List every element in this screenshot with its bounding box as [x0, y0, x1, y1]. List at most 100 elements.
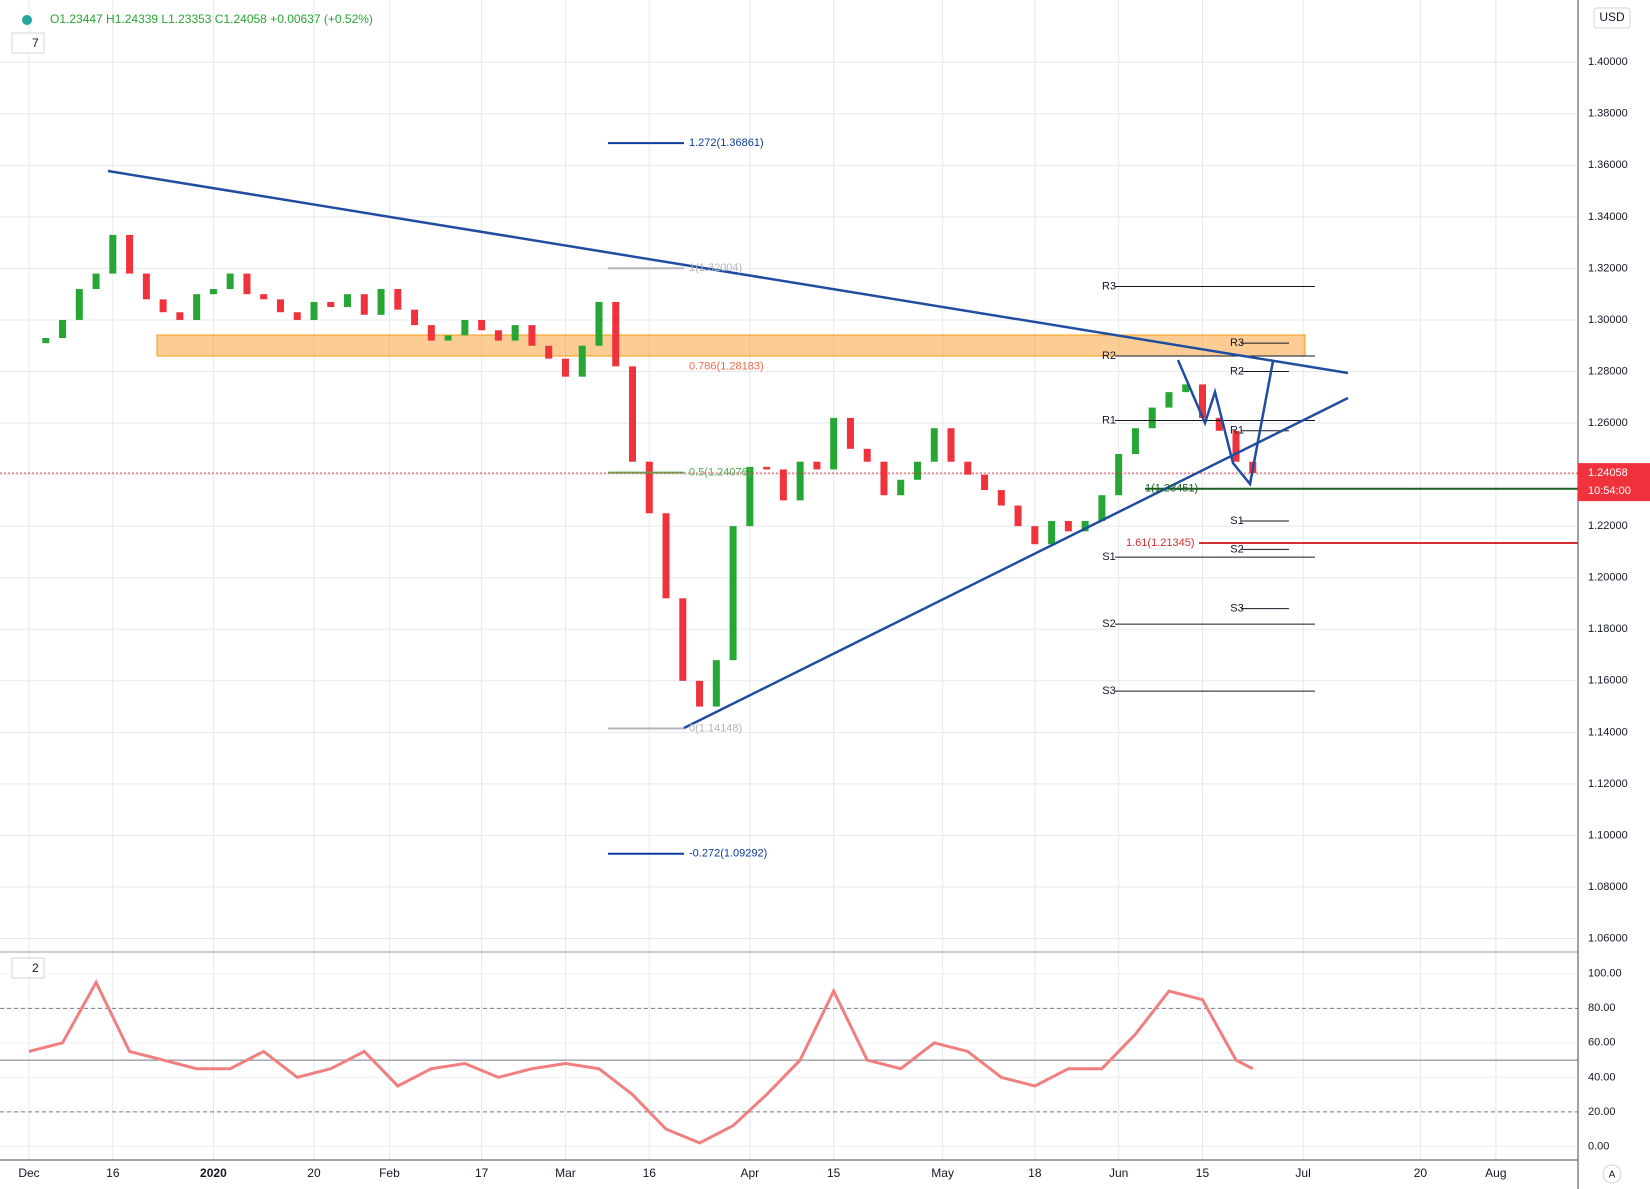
candle: [1081, 521, 1089, 532]
pivot-label: R2: [1102, 350, 1116, 362]
y-tick-label: 1.36000: [1588, 159, 1628, 171]
candle: [1232, 430, 1240, 462]
pivot-label: S3: [1102, 685, 1115, 697]
x-tick-label: Jul: [1295, 1166, 1310, 1180]
y-tick-label: 1.34000: [1588, 211, 1628, 223]
candle: [142, 273, 150, 300]
candle: [545, 345, 553, 359]
countdown-label: 10:54:00: [1588, 485, 1631, 497]
pivot-label: R1: [1230, 425, 1244, 437]
currency: USD: [1599, 10, 1625, 24]
pane-toggle[interactable]: [11, 32, 45, 54]
y-tick-label: 1.28000: [1588, 365, 1628, 377]
osc-tick-label: 60.00: [1588, 1037, 1616, 1049]
candle: [260, 294, 268, 300]
candle: [511, 325, 519, 341]
candle: [913, 461, 921, 480]
candle: [779, 469, 787, 501]
trendline: [683, 396, 1349, 730]
x-tick-label: May: [931, 1166, 954, 1180]
auto-scale-button[interactable]: [1602, 1164, 1622, 1184]
candle: [1215, 417, 1223, 431]
candle: [427, 325, 435, 341]
candle: [947, 428, 955, 462]
pane-toggle[interactable]: [11, 957, 45, 979]
candle: [712, 660, 720, 707]
x-tick-label: 17: [475, 1166, 489, 1180]
pivot-label: R2: [1230, 365, 1244, 377]
candle: [863, 448, 871, 462]
candle: [612, 301, 620, 367]
candle: [92, 273, 100, 290]
candle: [528, 325, 536, 346]
candle: [662, 513, 670, 599]
x-tick-label: 18: [1028, 1166, 1042, 1180]
auto-scale-icon: A: [1609, 1170, 1616, 1181]
candle: [1064, 521, 1072, 532]
candle: [796, 461, 804, 501]
candle: [276, 299, 284, 313]
candle: [411, 309, 419, 326]
candle: [679, 598, 687, 681]
x-tick-label: Dec: [18, 1166, 39, 1180]
pivot-label: S1: [1102, 551, 1115, 563]
candle: [1115, 453, 1123, 496]
marks: [0, 142, 1578, 1145]
x-tick-label: Feb: [379, 1166, 400, 1180]
candle: [729, 526, 737, 661]
currency-button[interactable]: [1593, 7, 1631, 29]
y-tick-label: 1.10000: [1588, 829, 1628, 841]
labels: 1.06000 1.08000 1.10000 1.12000 1.14000 1.160…: [18, 56, 1650, 1180]
x-tick-label: 16: [643, 1166, 657, 1180]
y-tick-label: 1.26000: [1588, 417, 1628, 429]
pivot-label: S2: [1230, 543, 1243, 555]
osc-pane-label: 2: [32, 961, 39, 975]
osc-tick-label: 40.00: [1588, 1071, 1616, 1083]
candle: [377, 289, 385, 315]
y-tick-label: 1.32000: [1588, 262, 1628, 274]
grid: [0, 0, 1578, 1160]
x-tick-label: 20: [307, 1166, 321, 1180]
candle: [629, 366, 637, 462]
candle: [746, 466, 754, 527]
candle: [243, 273, 251, 295]
pivot-label: S2: [1102, 618, 1115, 630]
fib-label: 1(1.23451): [1145, 483, 1198, 495]
candle: [813, 461, 821, 470]
candle: [176, 312, 184, 320]
y-tick-label: 1.16000: [1588, 675, 1628, 687]
ohlc-header: O1.23447 H1.24339 L1.23353 C1.24058 +0.0…: [50, 12, 373, 26]
candle: [59, 319, 67, 339]
supply-zone: [156, 334, 1306, 357]
y-tick-label: 1.20000: [1588, 572, 1628, 584]
candle: [1031, 526, 1039, 545]
candle: [763, 466, 771, 470]
candle: [1148, 407, 1156, 429]
candle: [478, 319, 486, 331]
candle: [293, 312, 301, 320]
candle: [1165, 392, 1173, 408]
candle: [461, 319, 469, 336]
pivot-label: R3: [1102, 280, 1116, 292]
candle: [561, 358, 569, 377]
fib-label: 0.786(1.28183): [689, 361, 764, 373]
osc-tick-label: 80.00: [1588, 1002, 1616, 1014]
candle: [897, 479, 905, 496]
x-tick-label: 15: [827, 1166, 841, 1180]
candle: [360, 294, 368, 315]
candle: [193, 294, 201, 320]
fib-label: 0(1.14148): [689, 722, 742, 734]
y-tick-label: 1.12000: [1588, 778, 1628, 790]
candle: [159, 299, 167, 313]
candle: [494, 330, 502, 341]
candle: [75, 289, 83, 320]
pivot-label: R3: [1230, 337, 1244, 349]
status-dot: [22, 15, 32, 25]
candle: [126, 234, 134, 274]
x-tick-label: Jun: [1109, 1166, 1128, 1180]
y-tick-label: 1.06000: [1588, 932, 1628, 944]
osc-tick-label: 0.00: [1588, 1140, 1609, 1152]
last-price-box: [1578, 463, 1650, 502]
candle: [394, 289, 402, 310]
